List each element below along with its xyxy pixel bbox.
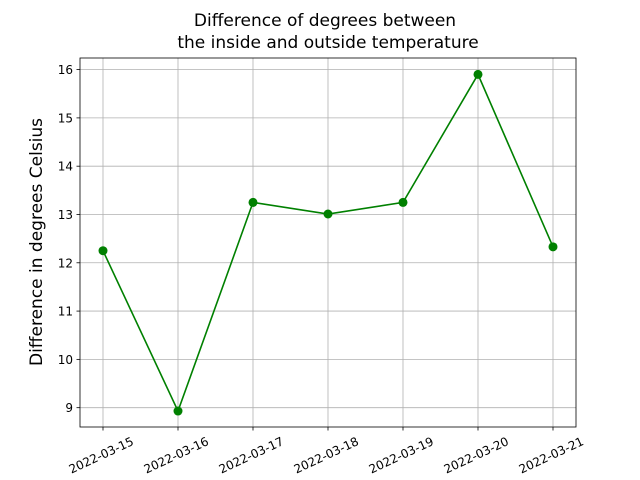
y-tick-label: 10 — [58, 353, 73, 367]
y-tick-label: 14 — [58, 160, 73, 174]
axes — [76, 57, 577, 431]
data-point — [323, 209, 333, 219]
y-tick-label: 11 — [58, 305, 73, 319]
x-tick-label: 2022-03-16 — [142, 434, 211, 476]
x-tick-label: 2022-03-19 — [367, 434, 436, 476]
chart-title-line-2: the inside and outside temperature — [177, 33, 478, 53]
x-tick-label: 2022-03-15 — [67, 434, 136, 476]
data-point — [548, 242, 558, 252]
series-layer — [98, 69, 558, 416]
y-tick-label: 12 — [58, 256, 73, 270]
y-tick-label: 9 — [65, 401, 73, 415]
data-point — [473, 69, 483, 79]
y-tick-label: 13 — [58, 208, 73, 222]
data-point — [173, 406, 183, 416]
y-tick-label: 15 — [58, 111, 73, 125]
x-tick-label: 2022-03-21 — [517, 434, 586, 476]
chart-title-line-1: Difference of degrees between — [194, 11, 456, 31]
y-tick-label: 16 — [58, 63, 73, 77]
data-point — [98, 246, 108, 256]
y-axis-label: Difference in degrees Celsius — [27, 118, 47, 366]
x-tick-label: 2022-03-17 — [217, 434, 286, 476]
x-tick-label: 2022-03-20 — [442, 434, 511, 476]
grid-lines — [80, 58, 576, 427]
x-tick-label: 2022-03-18 — [292, 434, 361, 476]
data-point — [248, 197, 258, 207]
data-point — [398, 197, 408, 207]
